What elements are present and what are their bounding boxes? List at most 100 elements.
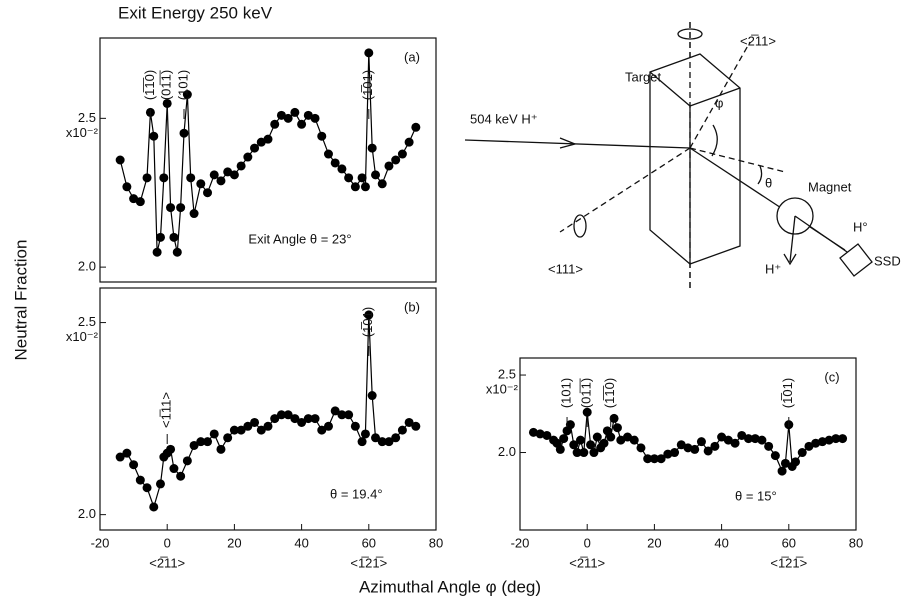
x-sublabel: <2̅11> bbox=[569, 555, 605, 570]
diagram-label: <2̅11> bbox=[740, 33, 776, 48]
data-point bbox=[223, 433, 233, 443]
data-point bbox=[411, 122, 421, 132]
data-point bbox=[364, 48, 374, 58]
data-point bbox=[780, 458, 790, 468]
data-point bbox=[690, 444, 700, 454]
peak-label: (1̅01) bbox=[360, 70, 375, 100]
data-point bbox=[555, 444, 565, 454]
x-tick-label: 0 bbox=[584, 535, 591, 550]
data-point bbox=[344, 173, 354, 183]
data-point bbox=[330, 406, 340, 416]
data-point bbox=[367, 391, 377, 401]
data-point bbox=[649, 454, 659, 464]
data-point bbox=[179, 128, 189, 138]
y-axis-label: Neutral Fraction bbox=[11, 240, 30, 361]
x-tick-label: -20 bbox=[91, 535, 110, 550]
data-point bbox=[350, 182, 360, 192]
data-point bbox=[142, 173, 152, 183]
series-line bbox=[119, 52, 417, 253]
diagram-label: θ bbox=[765, 175, 772, 190]
data-point bbox=[250, 143, 260, 153]
beam-arrow bbox=[559, 137, 578, 149]
y-tick-label: 2.5 bbox=[78, 110, 96, 125]
x-tick-label: 80 bbox=[849, 535, 863, 550]
diagram-label: H⁺ bbox=[765, 261, 781, 276]
x-tick-label: 0 bbox=[164, 535, 171, 550]
diagram-label: <111> bbox=[548, 261, 583, 276]
data-point bbox=[367, 143, 377, 153]
condition-label: θ = 15° bbox=[735, 488, 777, 503]
data-point bbox=[364, 310, 374, 320]
data-point bbox=[149, 502, 159, 512]
data-point bbox=[824, 435, 834, 445]
data-point bbox=[586, 440, 596, 450]
data-point bbox=[256, 425, 266, 435]
data-point bbox=[575, 435, 585, 445]
x-tick-label: 40 bbox=[294, 535, 308, 550]
diagram bbox=[464, 22, 873, 292]
panel-label: (c) bbox=[824, 369, 839, 384]
data-point bbox=[670, 448, 680, 458]
data-point bbox=[643, 454, 653, 464]
y-multiplier: x10⁻² bbox=[486, 381, 519, 396]
data-point bbox=[797, 448, 807, 458]
peak-label: (101) bbox=[558, 378, 573, 408]
diagram-label: Magnet bbox=[808, 179, 852, 194]
data-point bbox=[270, 414, 280, 424]
diagram-label: SSD bbox=[874, 253, 901, 268]
data-point bbox=[606, 432, 616, 442]
data-point bbox=[243, 152, 253, 162]
data-point bbox=[696, 437, 706, 447]
data-point bbox=[186, 173, 196, 183]
data-point bbox=[683, 443, 693, 453]
data-point bbox=[223, 167, 233, 177]
data-point bbox=[384, 437, 394, 447]
data-point bbox=[623, 432, 633, 442]
axis-111 bbox=[559, 147, 691, 233]
peak-label: (01̅1̅) bbox=[159, 70, 174, 100]
data-point bbox=[290, 414, 300, 424]
data-point bbox=[276, 110, 286, 120]
data-point bbox=[310, 113, 320, 123]
data-point bbox=[236, 161, 246, 171]
y-tick-label: 2.0 bbox=[78, 506, 96, 521]
data-point bbox=[310, 414, 320, 424]
axis-211 bbox=[689, 41, 751, 149]
data-point bbox=[404, 137, 414, 147]
data-point bbox=[350, 421, 360, 431]
data-point bbox=[317, 131, 327, 141]
data-point bbox=[371, 433, 381, 443]
condition-label: θ = 19.4° bbox=[330, 486, 383, 501]
peak-label: (101) bbox=[175, 70, 190, 100]
data-point bbox=[384, 161, 394, 171]
data-point bbox=[169, 232, 179, 242]
data-point bbox=[189, 209, 199, 219]
data-point bbox=[582, 407, 592, 417]
data-point bbox=[283, 113, 293, 123]
panel-label: (a) bbox=[404, 49, 420, 64]
data-point bbox=[297, 119, 307, 129]
data-point bbox=[737, 430, 747, 440]
data-point bbox=[663, 449, 673, 459]
data-point bbox=[592, 432, 602, 442]
data-point bbox=[303, 414, 313, 424]
data-point bbox=[166, 203, 176, 213]
diagram-label: H° bbox=[853, 219, 868, 234]
y-tick-label: 2.0 bbox=[498, 444, 516, 459]
data-point bbox=[371, 170, 381, 180]
data-point bbox=[717, 432, 727, 442]
x-sublabel: <2̅11> bbox=[149, 555, 185, 570]
peak-label: (01̅1̅) bbox=[579, 378, 594, 408]
data-point bbox=[770, 451, 780, 461]
y-multiplier: x10⁻² bbox=[66, 125, 99, 140]
data-point bbox=[216, 176, 226, 186]
data-point bbox=[676, 440, 686, 450]
plot-frame bbox=[99, 287, 437, 531]
data-point bbox=[723, 435, 733, 445]
peak-label: (1̅01) bbox=[780, 378, 795, 408]
deflected-beam bbox=[789, 215, 796, 263]
data-point bbox=[777, 466, 787, 476]
theta-arc bbox=[757, 165, 763, 185]
data-point bbox=[565, 420, 575, 430]
